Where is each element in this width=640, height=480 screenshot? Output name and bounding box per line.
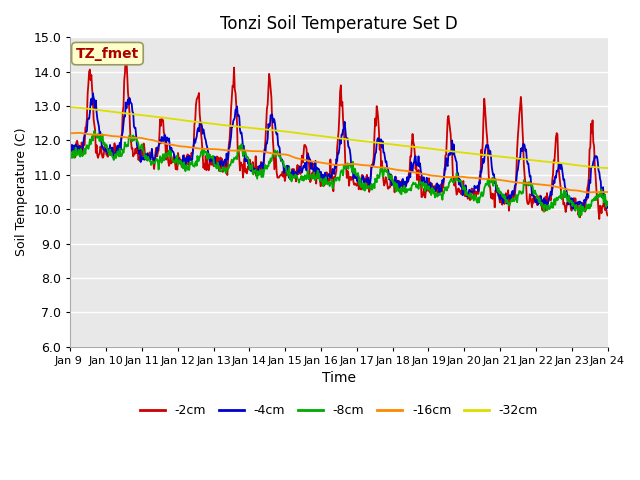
-4cm [89,91,97,96]
-16cm [585,190,593,195]
-4cm [76,144,84,149]
-8cm [76,154,84,159]
-2cm [215,168,223,174]
-2cm [187,157,195,163]
Line: -16cm: -16cm [70,133,607,192]
Line: -2cm: -2cm [70,54,607,219]
-8cm [405,187,413,193]
-2cm [595,216,603,222]
Y-axis label: Soil Temperature (C): Soil Temperature (C) [15,128,28,256]
-4cm [405,176,413,181]
Line: -8cm: -8cm [70,131,607,217]
Legend: -2cm, -4cm, -8cm, -16cm, -32cm: -2cm, -4cm, -8cm, -16cm, -32cm [135,399,543,422]
Title: Tonzi Soil Temperature Set D: Tonzi Soil Temperature Set D [220,15,458,33]
-2cm [132,150,140,156]
-32cm [76,105,84,111]
Line: -32cm: -32cm [70,107,607,168]
-16cm [77,130,84,136]
-2cm [405,171,413,177]
-8cm [90,128,98,134]
-16cm [67,131,74,136]
-4cm [571,207,579,213]
-2cm [76,147,84,153]
Text: TZ_fmet: TZ_fmet [76,47,139,60]
-4cm [187,157,195,163]
-8cm [575,214,583,220]
-4cm [215,159,223,165]
-2cm [420,191,428,197]
-32cm [420,145,428,151]
-4cm [604,204,611,209]
-32cm [132,111,140,117]
-8cm [420,181,428,187]
-16cm [604,189,611,195]
-8cm [215,163,223,169]
Line: -4cm: -4cm [70,94,607,210]
-8cm [132,135,140,141]
-8cm [67,150,74,156]
-8cm [187,161,195,167]
-16cm [132,135,140,141]
-32cm [404,144,412,149]
-2cm [122,51,129,57]
-16cm [75,130,83,136]
-16cm [405,168,413,174]
-4cm [67,149,74,155]
-32cm [67,104,74,110]
-16cm [215,146,223,152]
X-axis label: Time: Time [322,372,356,385]
-32cm [604,165,611,171]
-4cm [132,134,140,140]
-4cm [420,179,428,185]
-32cm [186,118,194,124]
-16cm [187,144,195,150]
-2cm [67,148,74,154]
-8cm [604,201,611,207]
-32cm [214,121,222,127]
-16cm [420,171,428,177]
-2cm [604,213,611,218]
